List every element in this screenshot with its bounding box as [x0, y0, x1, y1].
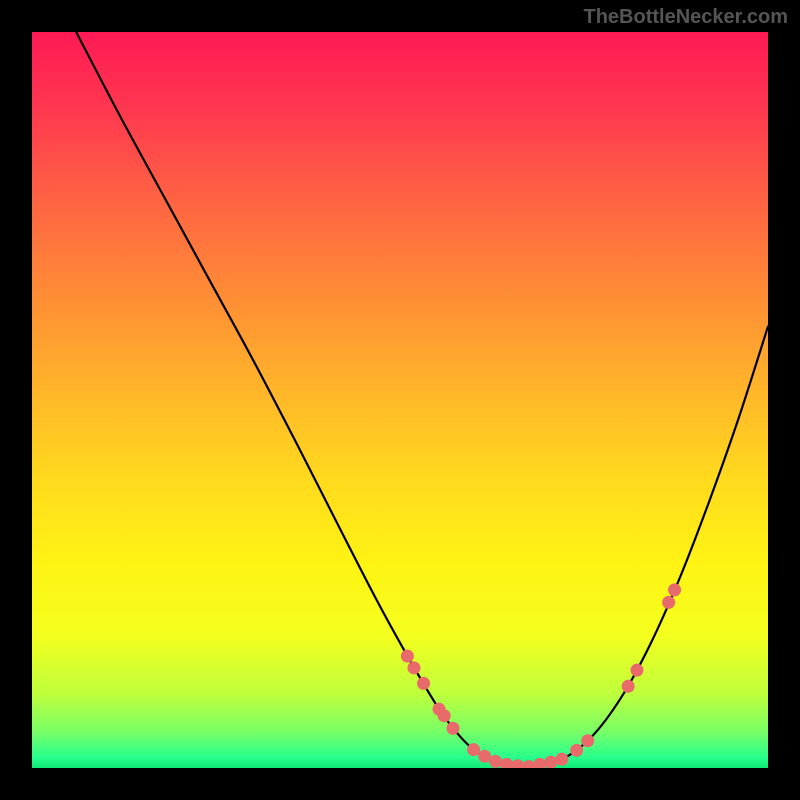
data-marker: [630, 664, 643, 677]
curve-layer: [32, 32, 768, 768]
attribution-text: TheBottleNecker.com: [583, 6, 788, 29]
data-marker: [668, 583, 681, 596]
data-marker: [533, 758, 546, 768]
data-marker: [467, 743, 480, 756]
marker-group: [401, 583, 681, 768]
data-marker: [570, 744, 583, 757]
chart-frame: TheBottleNecker.com: [0, 0, 800, 800]
data-marker: [500, 758, 513, 768]
data-marker: [555, 753, 568, 766]
data-marker: [662, 596, 675, 609]
data-marker: [478, 750, 491, 763]
data-marker: [446, 722, 459, 735]
data-marker: [401, 650, 414, 663]
data-marker: [489, 755, 502, 768]
data-marker: [438, 709, 451, 722]
data-marker: [581, 734, 594, 747]
data-marker: [407, 661, 420, 674]
data-marker: [544, 756, 557, 768]
data-marker: [417, 677, 430, 690]
plot-area: [32, 32, 768, 768]
bottleneck-curve: [76, 32, 768, 766]
data-marker: [622, 680, 635, 693]
